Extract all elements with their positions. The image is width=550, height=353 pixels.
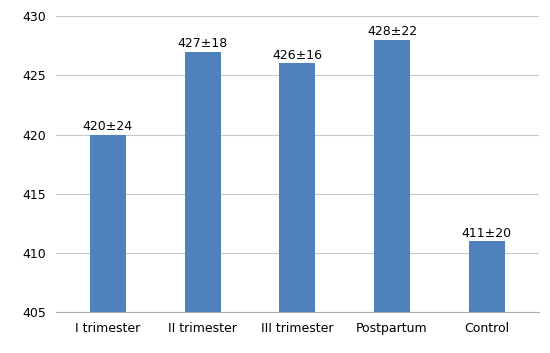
Bar [279,64,315,312]
Bar [469,241,505,312]
Text: 411±20: 411±20 [461,227,512,240]
Bar [90,134,126,312]
Bar [185,52,221,312]
Text: 427±18: 427±18 [178,37,228,50]
Text: 426±16: 426±16 [272,49,322,62]
Bar [374,40,410,312]
Text: 428±22: 428±22 [367,25,417,38]
Text: 420±24: 420±24 [82,120,133,133]
